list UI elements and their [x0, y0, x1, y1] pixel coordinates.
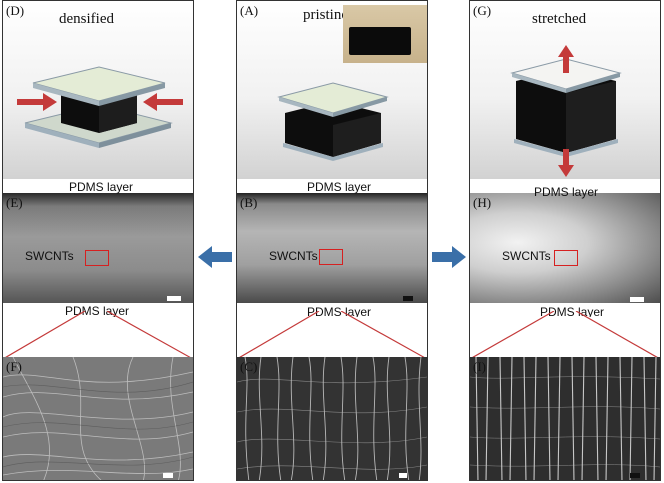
arrow-right-icon [17, 93, 57, 111]
zoom-lines-h-to-i [470, 311, 660, 360]
panel-label-g: (G) [473, 3, 492, 18]
panel-label-h: (H) [473, 195, 492, 210]
pristine-sandwich-illustration [277, 82, 389, 161]
zoom-box-b [319, 249, 343, 265]
sem-image-b [237, 193, 427, 303]
column-pristine: (A) pristine (B) PDMS layer SWCNTs PDMS … [236, 0, 428, 481]
title-pristine: pristine [303, 7, 348, 23]
panel-h-sem-cross-section: (H) PDMS layer SWCNTs PDMS layer [470, 179, 660, 317]
panel-d-schematic: (D) densified [3, 1, 193, 179]
scale-bar-c [399, 473, 407, 478]
arrow-right-icon [432, 246, 466, 268]
panel-label-b: (B) [240, 195, 258, 210]
sample-photo [343, 5, 427, 63]
title-stretched: stretched [532, 11, 587, 27]
title-densified: densified [59, 11, 114, 27]
sem-image-c [237, 357, 427, 480]
scale-bar-h [630, 297, 644, 302]
column-densified: (D) densified (E) PDMS layer SWCNTs PDMS… [2, 0, 194, 481]
panel-a-schematic: (A) pristine [237, 1, 427, 179]
panel-label-e: (E) [6, 195, 23, 210]
panel-g-schematic: (G) stretched [470, 1, 660, 179]
scale-bar-f [163, 473, 173, 478]
sem-image-h [470, 193, 660, 303]
panel-i-sem-stretched: (I) [470, 357, 660, 480]
stretched-sandwich-illustration [510, 58, 622, 157]
label-swcnts-h: SWCNTs [502, 249, 551, 263]
arrow-up-icon [558, 45, 574, 73]
scale-bar-b [403, 296, 413, 301]
sem-image-i [470, 357, 660, 480]
panel-label-i: (I) [473, 359, 486, 374]
arrow-down-icon [558, 149, 574, 177]
label-pdms-bottom-h: PDMS layer [540, 305, 605, 317]
panel-c-sem-pristine: (C) [237, 357, 427, 480]
zoom-box-h [554, 250, 578, 266]
panel-b-sem-cross-section: (B) PDMS layer SWCNTs PDMS layer [237, 179, 427, 317]
panel-f-sem-densified: (F) [3, 357, 193, 480]
label-swcnts-e: SWCNTs [25, 249, 74, 263]
label-pdms-bottom-b: PDMS layer [307, 305, 372, 317]
panel-label-d: (D) [6, 3, 25, 18]
label-pdms-top-e: PDMS layer [69, 180, 134, 194]
sample-photo-block [349, 27, 411, 55]
panel-label-a: (A) [240, 3, 259, 18]
scale-bar-e [167, 296, 181, 301]
arrow-left-icon [198, 246, 232, 268]
label-swcnts-b: SWCNTs [269, 249, 318, 263]
label-pdms-top-h: PDMS layer [534, 185, 599, 199]
scale-bar-i [630, 473, 640, 478]
column-stretched: (G) stretched (H) PDMS layer SWCNTs PDMS… [469, 0, 661, 481]
densified-sandwich-illustration [24, 66, 173, 148]
panel-label-f: (F) [6, 359, 22, 374]
zoom-lines-b-to-c [237, 311, 427, 360]
panel-e-sem-cross-section: (E) PDMS layer SWCNTs PDMS layer [3, 179, 193, 317]
label-pdms-top-b: PDMS layer [307, 180, 372, 194]
arrow-left-icon [143, 93, 183, 111]
zoom-lines-e-to-f [3, 311, 193, 360]
sem-image-e [3, 193, 193, 303]
sem-image-f [3, 357, 193, 480]
zoom-box-e [85, 250, 109, 266]
panel-label-c: (C) [240, 359, 258, 374]
